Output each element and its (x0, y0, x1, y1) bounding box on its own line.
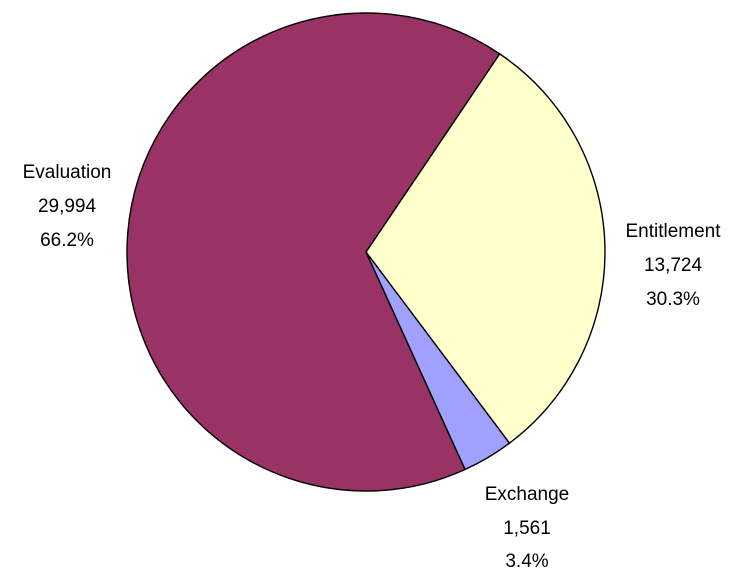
label-evaluation-percent: 66.2% (40, 230, 94, 251)
pie-slice-entitlement (365, 52, 606, 445)
label-exchange-value: 1,561 (503, 518, 551, 539)
label-evaluation-value: 29,994 (38, 196, 97, 217)
label-evaluation-name: Evaluation (23, 162, 112, 183)
label-entitlement-value: 13,724 (644, 255, 703, 276)
label-entitlement-percent: 30.3% (646, 289, 700, 310)
label-exchange-name: Exchange (485, 484, 570, 505)
label-exchange-percent: 3.4% (505, 551, 548, 570)
pie-slice-evaluation (126, 12, 501, 492)
pie-slices (126, 12, 606, 492)
label-entitlement-name: Entitlement (625, 221, 721, 242)
pie-labels: Entitlement 13,724 30.3% Exchange 1,561 … (23, 162, 722, 570)
